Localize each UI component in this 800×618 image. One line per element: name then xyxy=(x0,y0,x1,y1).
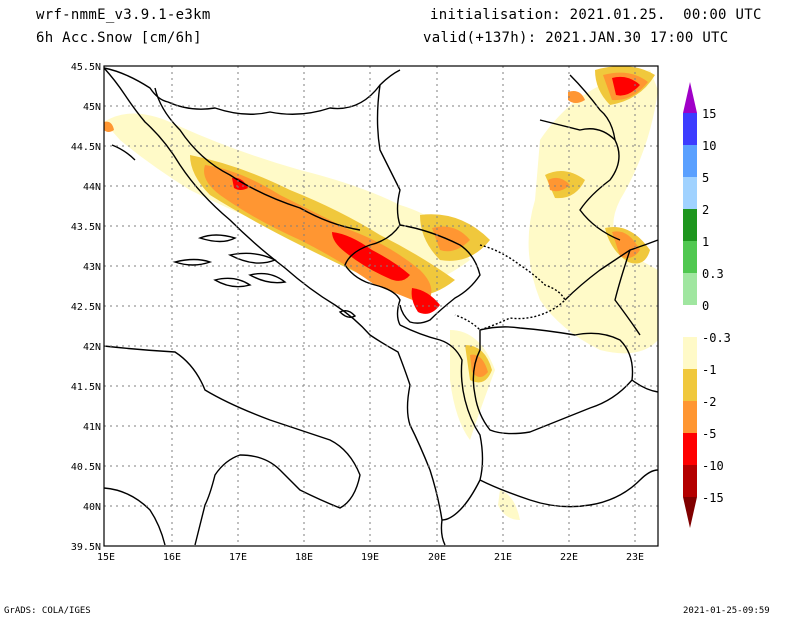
colorbar-top-triangle xyxy=(683,82,697,113)
snow-field xyxy=(104,66,658,520)
colorbar-segment xyxy=(683,177,697,209)
lat-label: 43.5N xyxy=(71,222,101,233)
lat-label: 41.5N xyxy=(71,382,101,393)
colorbar-segment xyxy=(683,113,697,145)
lat-label: 41N xyxy=(83,422,101,433)
variable-title: 6h Acc.Snow [cm/6h] xyxy=(36,30,202,46)
snow-area-red xyxy=(232,177,248,190)
lon-label: 20E xyxy=(428,552,446,563)
colorbar-labels: 15 10 5 2 1 0.3 0 -0.3 -1 -2 -5 -10 -15 xyxy=(702,107,731,505)
colorbar xyxy=(683,82,697,528)
colorbar-label: 10 xyxy=(702,139,716,153)
snow-area-orange xyxy=(548,177,570,192)
colorbar-label: 2 xyxy=(702,203,709,217)
graticule xyxy=(104,66,658,546)
lon-label: 15E xyxy=(97,552,115,563)
lat-label: 45N xyxy=(83,102,101,113)
colorbar-label: -0.3 xyxy=(702,331,731,345)
colorbar-label: 15 xyxy=(702,107,716,121)
colorbar-segment xyxy=(683,145,697,177)
lat-label: 39.5N xyxy=(71,542,101,553)
longitude-labels: 15E 16E 17E 18E 19E 20E 21E 22E 23E xyxy=(97,552,644,563)
lon-label: 18E xyxy=(295,552,313,563)
init-time: initialisation: 2021.01.25. 00:00 UTC xyxy=(430,7,762,23)
lon-label: 16E xyxy=(163,552,181,563)
snow-area-orange xyxy=(104,121,114,132)
map-frame xyxy=(103,65,659,547)
colorbar-segment xyxy=(683,209,697,241)
colorbar-segment xyxy=(683,369,697,401)
snow-area-orange xyxy=(612,231,640,258)
snow-area-orange xyxy=(568,91,585,103)
lon-label: 22E xyxy=(560,552,578,563)
colorbar-label: 0 xyxy=(702,299,709,313)
colorbar-segment xyxy=(683,465,697,497)
colorbar-label: 5 xyxy=(702,171,709,185)
colorbar-label: 0.3 xyxy=(702,267,724,281)
snow-area-pale xyxy=(528,70,658,354)
colorbar-label: -5 xyxy=(702,427,716,441)
snow-area-red xyxy=(332,232,410,281)
lat-label: 40N xyxy=(83,502,101,513)
colorbar-label: -1 xyxy=(702,363,716,377)
footer-credit: GrADS: COLA/IGES xyxy=(4,606,91,616)
colorbar-segment xyxy=(683,241,697,273)
colorbar-segment xyxy=(683,305,697,337)
lat-label: 42N xyxy=(83,342,101,353)
snow-area-red xyxy=(612,76,640,96)
model-title: wrf-nmmE_v3.9.1-e3km xyxy=(36,7,211,23)
colorbar-segment xyxy=(683,337,697,369)
colorbar-label: -10 xyxy=(702,459,724,473)
lat-label: 44.5N xyxy=(71,142,101,153)
colorbar-bottom-triangle xyxy=(683,497,697,528)
lon-label: 23E xyxy=(626,552,644,563)
lat-label: 40.5N xyxy=(71,462,101,473)
lat-label: 42.5N xyxy=(71,302,101,313)
valid-time: valid(+137h): 2021.JAN.30 17:00 UTC xyxy=(423,30,729,46)
colorbar-segment xyxy=(683,433,697,465)
lon-label: 17E xyxy=(229,552,247,563)
snow-area-orange xyxy=(470,354,488,377)
lat-label: 43N xyxy=(83,262,101,273)
snow-area-red xyxy=(411,288,440,314)
colorbar-segment xyxy=(683,273,697,305)
colorbar-segment xyxy=(683,401,697,433)
lat-label: 45.5N xyxy=(71,62,101,73)
colorbar-label: -2 xyxy=(702,395,716,409)
colorbar-label: -15 xyxy=(702,491,724,505)
lon-label: 21E xyxy=(494,552,512,563)
latitude-labels: 45.5N 45N 44.5N 44N 43.5N 43N 42.5N 42N … xyxy=(71,62,101,553)
footer-timestamp: 2021-01-25-09:59 xyxy=(683,606,770,616)
lon-label: 19E xyxy=(361,552,379,563)
lat-label: 44N xyxy=(83,182,101,193)
colorbar-label: 1 xyxy=(702,235,709,249)
snow-area-pale xyxy=(498,490,520,520)
